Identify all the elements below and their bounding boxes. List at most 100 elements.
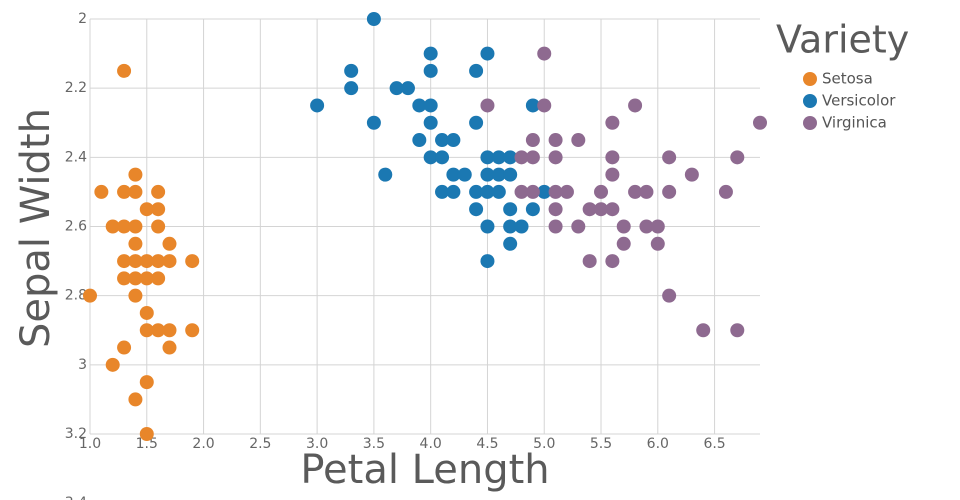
point bbox=[139, 427, 154, 441]
x-tick-label: 3.0 bbox=[306, 436, 328, 452]
point bbox=[128, 236, 143, 251]
point bbox=[423, 46, 438, 61]
point bbox=[139, 271, 154, 286]
point bbox=[310, 98, 325, 113]
point bbox=[151, 254, 166, 269]
point bbox=[117, 340, 132, 355]
point bbox=[94, 184, 109, 199]
x-tick-label: 3.5 bbox=[363, 436, 385, 452]
point bbox=[582, 254, 597, 269]
point bbox=[503, 150, 518, 165]
point bbox=[650, 236, 665, 251]
point bbox=[491, 167, 506, 182]
y-axis-title: Sepal Width bbox=[13, 108, 59, 348]
point bbox=[730, 150, 745, 165]
point bbox=[162, 323, 177, 338]
point bbox=[423, 150, 438, 165]
point bbox=[559, 184, 574, 199]
y-tick-label: 2.2 bbox=[65, 80, 87, 96]
point bbox=[548, 202, 563, 217]
point bbox=[662, 184, 677, 199]
point bbox=[628, 98, 643, 113]
y-tick-label: 2.4 bbox=[65, 149, 87, 165]
point bbox=[128, 167, 143, 182]
point bbox=[151, 184, 166, 199]
point bbox=[582, 202, 597, 217]
point bbox=[639, 219, 654, 234]
legend-title: Variety bbox=[776, 18, 909, 62]
x-tick-label: 1.5 bbox=[136, 436, 158, 452]
x-tick-label: 5.5 bbox=[590, 436, 612, 452]
point bbox=[537, 98, 552, 113]
point bbox=[446, 133, 461, 148]
point bbox=[105, 357, 120, 372]
point bbox=[185, 254, 200, 269]
point bbox=[128, 254, 143, 269]
point bbox=[525, 98, 540, 113]
y-tick-label: 3 bbox=[78, 357, 87, 373]
point bbox=[344, 63, 359, 78]
point bbox=[753, 115, 767, 130]
point bbox=[650, 219, 665, 234]
point bbox=[662, 288, 677, 303]
point bbox=[525, 150, 540, 165]
point bbox=[117, 254, 132, 269]
point bbox=[548, 184, 563, 199]
point bbox=[480, 167, 495, 182]
legend-marker bbox=[803, 116, 817, 130]
point bbox=[503, 167, 518, 182]
y-tick-label: 2.8 bbox=[65, 288, 87, 304]
point bbox=[594, 184, 609, 199]
point bbox=[446, 184, 461, 199]
point bbox=[548, 133, 563, 148]
point bbox=[684, 167, 699, 182]
point bbox=[151, 219, 166, 234]
point bbox=[548, 219, 563, 234]
point bbox=[718, 184, 733, 199]
y-tick-label: 2 bbox=[78, 11, 87, 27]
point bbox=[639, 184, 654, 199]
point bbox=[423, 98, 438, 113]
point bbox=[571, 219, 586, 234]
point bbox=[162, 254, 177, 269]
point bbox=[117, 63, 132, 78]
point bbox=[151, 271, 166, 286]
point bbox=[162, 236, 177, 251]
point bbox=[128, 392, 143, 407]
point bbox=[139, 305, 154, 320]
point bbox=[128, 219, 143, 234]
x-tick-label: 1.0 bbox=[79, 436, 101, 452]
point bbox=[594, 202, 609, 217]
point bbox=[514, 184, 529, 199]
point bbox=[83, 288, 97, 303]
point bbox=[525, 133, 540, 148]
point bbox=[423, 115, 438, 130]
point bbox=[151, 202, 166, 217]
point bbox=[139, 323, 154, 338]
point bbox=[548, 150, 563, 165]
point bbox=[435, 133, 450, 148]
point bbox=[151, 323, 166, 338]
point bbox=[503, 202, 518, 217]
point bbox=[480, 219, 495, 234]
point bbox=[105, 219, 120, 234]
point bbox=[503, 219, 518, 234]
point bbox=[480, 150, 495, 165]
point bbox=[446, 167, 461, 182]
point bbox=[139, 202, 154, 217]
point bbox=[628, 184, 643, 199]
point bbox=[469, 184, 484, 199]
x-tick-label: 5.0 bbox=[533, 436, 555, 452]
point bbox=[162, 340, 177, 355]
point bbox=[491, 150, 506, 165]
x-axis-title: Petal Length bbox=[300, 447, 549, 493]
point bbox=[696, 323, 711, 338]
point bbox=[139, 375, 154, 390]
point bbox=[389, 81, 404, 96]
point bbox=[514, 150, 529, 165]
point bbox=[423, 63, 438, 78]
legend-label: Virginica bbox=[822, 114, 887, 132]
y-tick-label: 2.6 bbox=[65, 219, 87, 235]
point bbox=[469, 63, 484, 78]
